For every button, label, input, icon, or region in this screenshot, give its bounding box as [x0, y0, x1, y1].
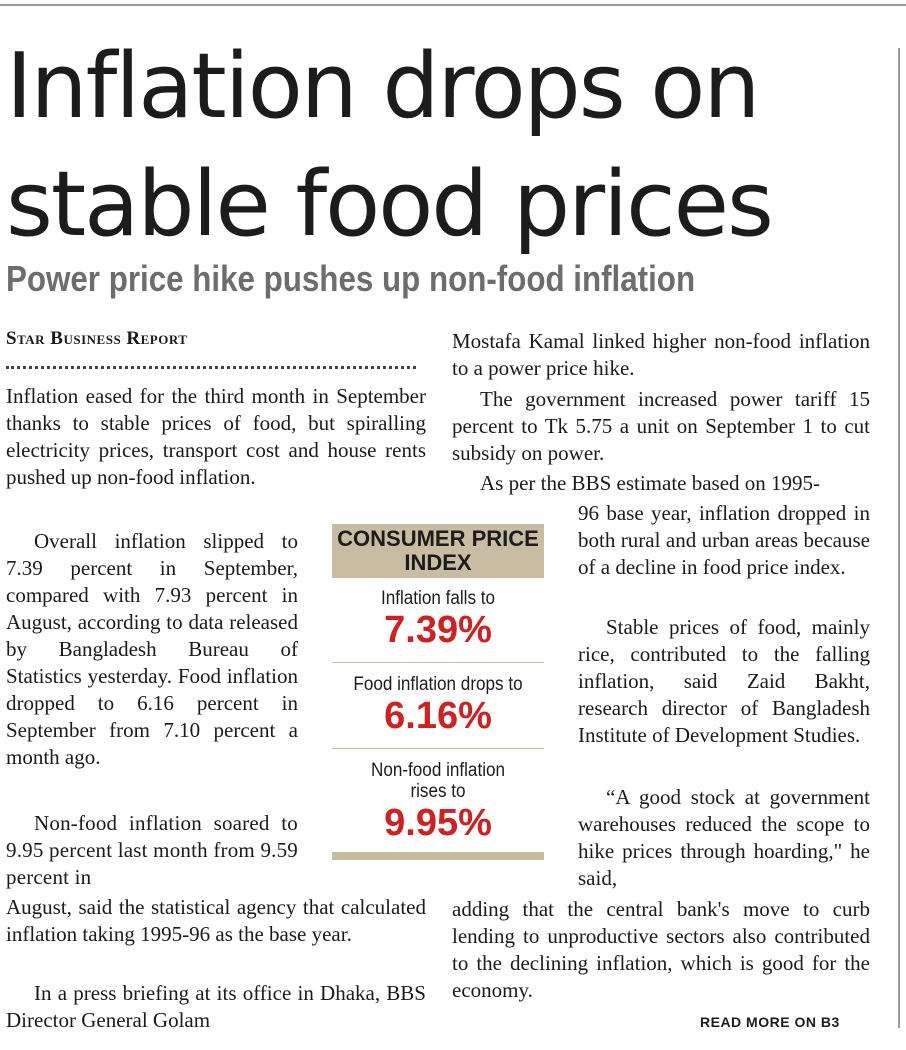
cpi-value: 6.16%	[384, 695, 492, 737]
cpi-item-overall: Inflation falls to 7.39%	[332, 588, 544, 651]
read-more-link[interactable]: READ MORE ON B3	[700, 1014, 840, 1030]
subheadline: Power price hike pushes up non-food infl…	[6, 258, 696, 299]
cpi-box-title: CONSUMER PRICE INDEX	[332, 524, 544, 578]
paragraph-7-lead: As per the BBS estimate based on 1995-	[480, 471, 821, 495]
cpi-value: 9.95%	[384, 802, 492, 844]
paragraph-3: Non-food inflation soared to 9.95 percen…	[6, 811, 298, 889]
paragraph-8: Stable prices of food, mainly rice, cont…	[578, 615, 870, 747]
paragraph-4: In a press briefing at its office in Dha…	[6, 981, 426, 1032]
paragraph-1: Inflation eased for the third month in S…	[6, 384, 426, 489]
cpi-divider	[332, 662, 544, 663]
cpi-label: Food inflation drops to	[353, 674, 523, 695]
paragraph-9: “A good stock at government warehouses r…	[578, 785, 870, 890]
paragraph-5: Mostafa Kamal linked higher non-food inf…	[452, 329, 870, 380]
paragraph-3-continued: August, said the statistical agency that…	[6, 895, 426, 946]
headline: Inflation drops on stable food prices	[6, 34, 774, 257]
column-rule	[898, 48, 900, 1028]
cpi-item-food: Food inflation drops to 6.16%	[332, 674, 544, 737]
cpi-label: Non-food inflation rises to	[370, 760, 506, 802]
byline: Star Business Report	[6, 328, 188, 349]
paragraph-9-continued: adding that the central bank's move to c…	[452, 897, 870, 1002]
byline-divider	[6, 366, 416, 369]
cpi-label: Inflation falls to	[380, 588, 496, 609]
top-rule	[0, 4, 906, 6]
paragraph-6: The government increased power tariff 15…	[452, 387, 870, 465]
cpi-value: 7.39%	[384, 609, 492, 651]
cpi-item-non-food: Non-food inflation rises to 9.95%	[332, 760, 544, 844]
paragraph-2: Overall inflation slipped to 7.39 percen…	[6, 529, 298, 769]
paragraph-7: 96 base year, inflation dropped in both …	[578, 501, 870, 579]
cpi-divider	[332, 748, 544, 749]
consumer-price-index-box: CONSUMER PRICE INDEX Inflation falls to …	[332, 524, 544, 860]
cpi-bottom-bar	[332, 852, 544, 860]
